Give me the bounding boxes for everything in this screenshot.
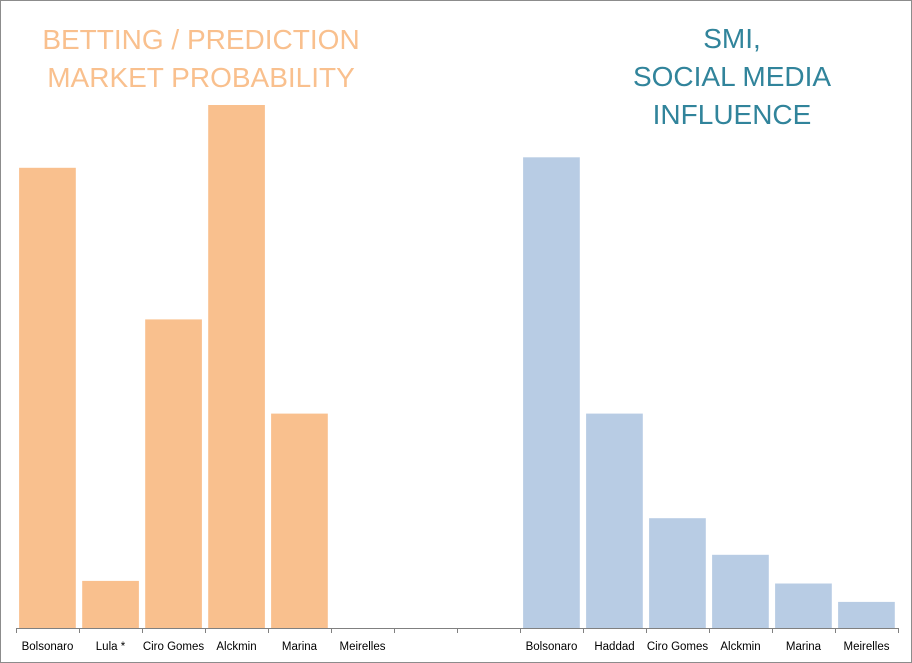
smi-title-line: INFLUENCE <box>653 99 812 130</box>
bar-smi-ciro-gomes <box>649 518 706 628</box>
bar-betting-marina <box>271 413 328 628</box>
bar-smi-alckmin <box>712 554 769 628</box>
x-tick-label: Marina <box>282 641 318 653</box>
x-tick-label: Bolsonaro <box>22 641 74 653</box>
bar-smi-marina <box>775 583 832 628</box>
x-tick-label: Ciro Gomes <box>647 641 709 653</box>
betting-title-line: MARKET PROBABILITY <box>47 62 355 93</box>
bar-smi-meirelles <box>838 601 895 628</box>
bar-betting-ciro-gomes <box>145 319 202 628</box>
bar-smi-bolsonaro <box>523 157 580 629</box>
betting-title-line: BETTING / PREDICTION <box>42 24 359 55</box>
bar-betting-alckmin <box>208 105 265 628</box>
x-tick-label: Marina <box>786 641 822 653</box>
bar-smi-haddad <box>586 413 643 628</box>
x-tick-label: Haddad <box>594 641 634 653</box>
bar-betting-lula <box>82 580 139 628</box>
bar-betting-bolsonaro <box>19 167 76 629</box>
x-tick-label: Bolsonaro <box>526 641 578 653</box>
smi-title-line: SOCIAL MEDIA <box>633 61 831 92</box>
smi-title-line: SMI, <box>703 23 761 54</box>
x-tick-label: Alckmin <box>216 641 256 653</box>
x-tick-label: Meirelles <box>339 641 385 653</box>
x-tick-label: Meirelles <box>843 641 889 653</box>
x-tick-label: Alckmin <box>720 641 760 653</box>
x-tick-label: Ciro Gomes <box>143 641 205 653</box>
x-tick-label: Lula * <box>96 641 126 653</box>
